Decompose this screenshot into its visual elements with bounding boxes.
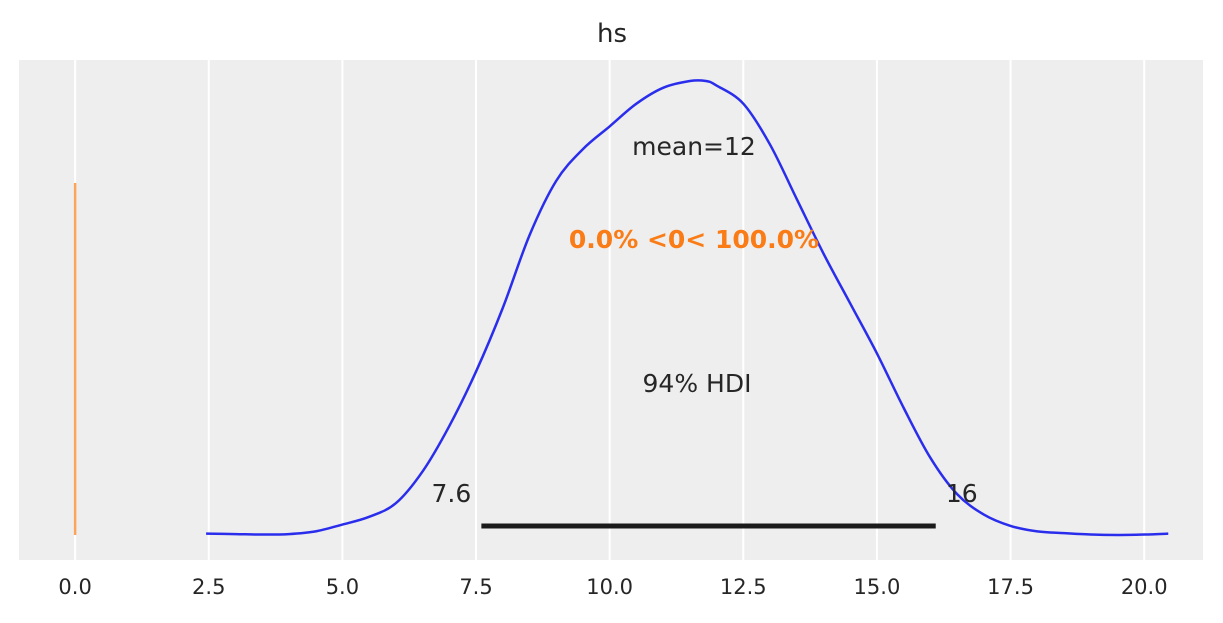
hdi-low-label: 7.6 [431, 479, 471, 508]
hdi-label: 94% HDI [643, 369, 752, 398]
x-tick-label: 20.0 [1121, 575, 1168, 599]
x-tick-label: 17.5 [987, 575, 1034, 599]
x-tick-label: 0.0 [58, 575, 91, 599]
hdi-high-label: 16 [946, 479, 978, 508]
x-tick-label: 15.0 [854, 575, 901, 599]
x-gridlines [74, 60, 1146, 560]
x-tick-label: 12.5 [720, 575, 767, 599]
chart-title: hs [597, 19, 627, 49]
x-tick-label: 2.5 [192, 575, 225, 599]
plot-area [19, 60, 1203, 560]
x-tick-label: 7.5 [459, 575, 492, 599]
x-tick-label: 5.0 [326, 575, 359, 599]
x-axis-ticks: 0.0 2.5 5.0 7.5 10.0 12.5 15.0 17.5 20.0 [58, 575, 1167, 599]
mean-label: mean=12 [632, 132, 756, 161]
x-tick-label: 10.0 [586, 575, 633, 599]
kde-curve [206, 79, 1169, 537]
reference-label: 0.0% <0< 100.0% [569, 225, 819, 254]
